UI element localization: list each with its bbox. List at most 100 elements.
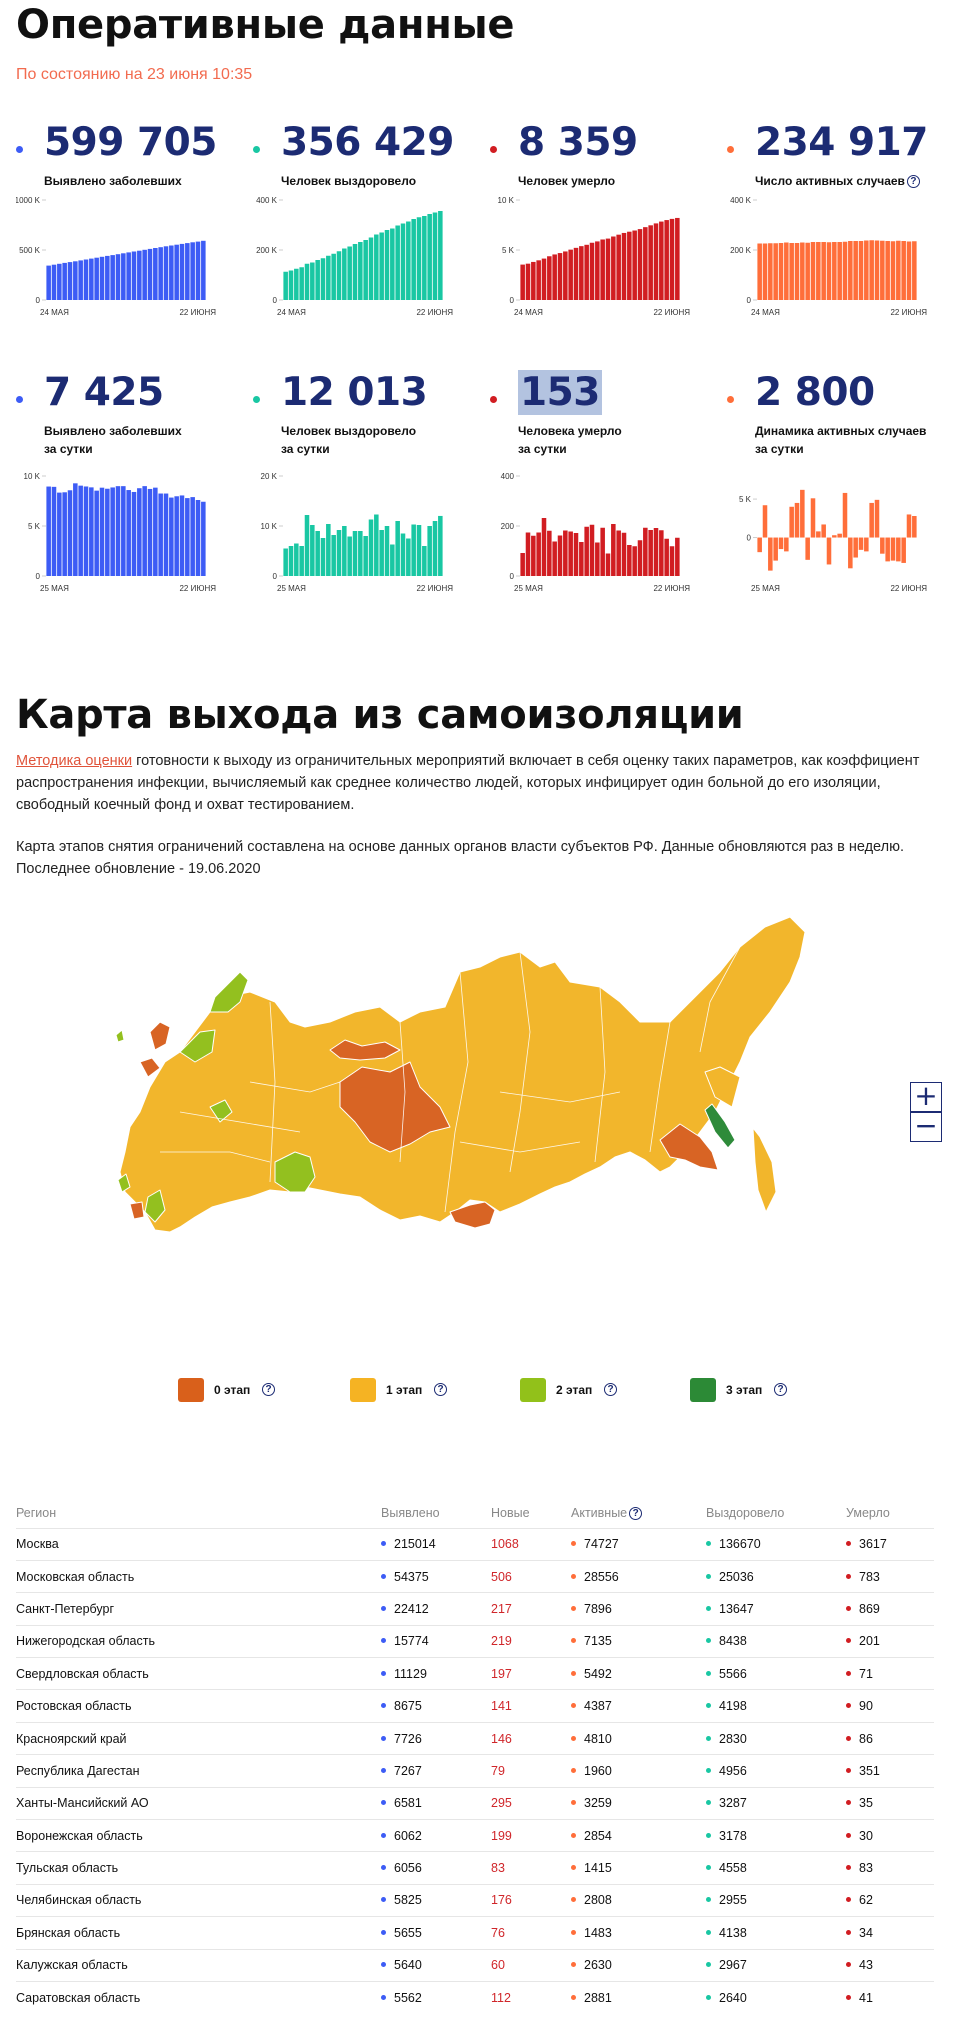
chart-bar <box>912 241 917 300</box>
cell-value: 6062 <box>394 1828 422 1843</box>
map-region-stage0[interactable] <box>659 1123 719 1171</box>
bullet-icon <box>846 1929 851 1935</box>
help-icon[interactable]: ? <box>774 1383 787 1396</box>
chart-bar <box>174 496 179 576</box>
chart-bar <box>411 219 416 300</box>
chart-bar <box>390 228 395 300</box>
stat-value: 8 359 <box>518 120 638 165</box>
help-icon[interactable]: ? <box>604 1383 617 1396</box>
bullet-icon <box>381 1897 386 1903</box>
map-region-stage2[interactable] <box>115 1029 125 1043</box>
table-row[interactable]: Калужская область 5640 60 2630 2967 43 <box>16 1948 934 1982</box>
table-row[interactable]: Санкт-Петербург 22412 217 7896 13647 869 <box>16 1592 934 1626</box>
help-icon[interactable]: ? <box>262 1383 275 1396</box>
table-row[interactable]: Ростовская область 8675 141 4387 4198 90 <box>16 1689 934 1723</box>
stat-label: Человека умерло за сутки <box>518 422 728 458</box>
bullet-icon <box>706 1800 711 1806</box>
stat-label-text: Человек выздоровело <box>281 174 417 188</box>
help-icon[interactable]: ? <box>906 175 920 188</box>
methodology-link[interactable]: Методика оценки <box>16 753 133 769</box>
page-title: Оперативные данные <box>16 2 515 48</box>
chart-bar <box>195 500 201 576</box>
chart-bar <box>611 236 616 300</box>
map-region-stage0[interactable] <box>329 1039 401 1061</box>
map-region-stage1[interactable] <box>752 1127 777 1213</box>
col-recovered[interactable]: Выздоровело <box>706 1505 785 1520</box>
chart-bar <box>837 242 842 300</box>
zoom-out-button[interactable]: − <box>910 1112 942 1142</box>
chart-bar <box>115 486 121 576</box>
x-tick-label: 24 МАЯ <box>751 308 780 317</box>
legend-swatch <box>520 1378 546 1402</box>
cell-value: 34 <box>859 1925 873 1940</box>
help-icon[interactable]: ? <box>629 1506 643 1520</box>
map-region-stage2[interactable] <box>209 1099 233 1123</box>
stat-label: Человек выздоровело за сутки <box>281 422 491 458</box>
table-row[interactable]: Свердловская область 11129 197 5492 5566 71 <box>16 1657 934 1690</box>
map-region-stage2[interactable] <box>209 971 249 1013</box>
x-tick-label: 22 ИЮНЯ <box>653 584 690 593</box>
bullet-icon <box>571 1638 576 1644</box>
table-row[interactable]: Московская область 54375 506 28556 25036 783 <box>16 1559 934 1593</box>
chart-bar <box>83 259 89 300</box>
chart-bar <box>121 253 126 300</box>
table-cell: 1960 <box>571 1754 706 1788</box>
chart-bar <box>195 241 201 300</box>
table-row[interactable]: Москва 215014 1068 74727 136670 3617 <box>16 1527 934 1561</box>
table-row[interactable]: Брянская область 5655 76 1483 4138 34 <box>16 1916 934 1950</box>
map-region-stage0[interactable] <box>139 1057 161 1078</box>
chart-bar <box>816 242 821 300</box>
col-detected[interactable]: Выявлено <box>381 1505 440 1520</box>
table-row[interactable]: Саратовская область 5562 112 2881 2640 41 <box>16 1980 934 2014</box>
stat-label-text: Выявлено заболевших <box>44 424 182 438</box>
chart-bar <box>78 260 83 300</box>
col-new[interactable]: Новые <box>491 1505 530 1520</box>
map-region-stage0[interactable] <box>449 1201 496 1229</box>
map-region-stage2[interactable] <box>274 1151 316 1193</box>
map-region-stage1[interactable] <box>704 1066 741 1108</box>
stat-card: 12 013 Человек выздоровело за сутки 20 K 10 … <box>253 370 489 620</box>
chart-bar <box>675 537 680 576</box>
chart-bar <box>616 234 621 300</box>
col-region[interactable]: Регион <box>16 1505 57 1520</box>
map-region-stage2[interactable] <box>117 1173 131 1193</box>
table-cell: 176 <box>491 1883 571 1917</box>
col-active[interactable]: Активные? <box>571 1498 706 1528</box>
map-region-stage0[interactable] <box>149 1021 171 1051</box>
table-row[interactable]: Красноярский край 7726 146 4810 2830 86 <box>16 1721 934 1755</box>
help-icon[interactable]: ? <box>434 1383 447 1396</box>
x-tick-label: 24 МАЯ <box>277 308 306 317</box>
table-cell: 25036 <box>706 1559 846 1593</box>
table-row[interactable]: Челябинская область 5825 176 2808 2955 62 <box>16 1883 934 1917</box>
map-region-stage2[interactable] <box>144 1189 166 1223</box>
table-row[interactable]: Республика Дагестан 7267 79 1960 4956 351 <box>16 1754 934 1788</box>
chart-bar <box>169 245 174 300</box>
russia-regions-map[interactable] <box>100 912 820 1312</box>
table-cell: 3617 <box>846 1527 934 1561</box>
cell-value: 1483 <box>584 1925 612 1940</box>
table-row[interactable]: Тульская область 6056 83 1415 4558 83 <box>16 1851 934 1885</box>
table-row[interactable]: Ханты-Мансийский АО 6581 295 3259 3287 35 <box>16 1786 934 1820</box>
bullet-icon <box>571 1994 576 2000</box>
chart-bar <box>832 242 837 300</box>
map-region-stage1[interactable] <box>119 916 806 1233</box>
col-deaths[interactable]: Умерло <box>846 1505 890 1520</box>
map-region-stage3[interactable] <box>704 1103 736 1149</box>
chart-bar <box>600 527 605 576</box>
map-region-stage0[interactable] <box>339 1061 451 1153</box>
cell-value: 4558 <box>719 1861 747 1876</box>
map-region-stage0[interactable] <box>129 1201 145 1220</box>
zoom-in-button[interactable]: + <box>910 1082 942 1112</box>
chart-bar <box>773 537 778 561</box>
chart-bar <box>531 261 536 300</box>
cell-value: Свердловская область <box>16 1666 149 1681</box>
chart-bar <box>789 243 794 300</box>
chart-bar <box>395 521 400 576</box>
bullet-icon <box>490 146 497 153</box>
map-region-stage2[interactable] <box>179 1029 216 1063</box>
cell-value: 199 <box>491 1828 512 1843</box>
y-tick-label: 500 K <box>19 246 41 255</box>
table-cell: 506 <box>491 1559 571 1593</box>
table-row[interactable]: Нижегородская область 15774 219 7135 8438 201 <box>16 1624 934 1658</box>
table-row[interactable]: Воронежская область 6062 199 2854 3178 30 <box>16 1819 934 1852</box>
